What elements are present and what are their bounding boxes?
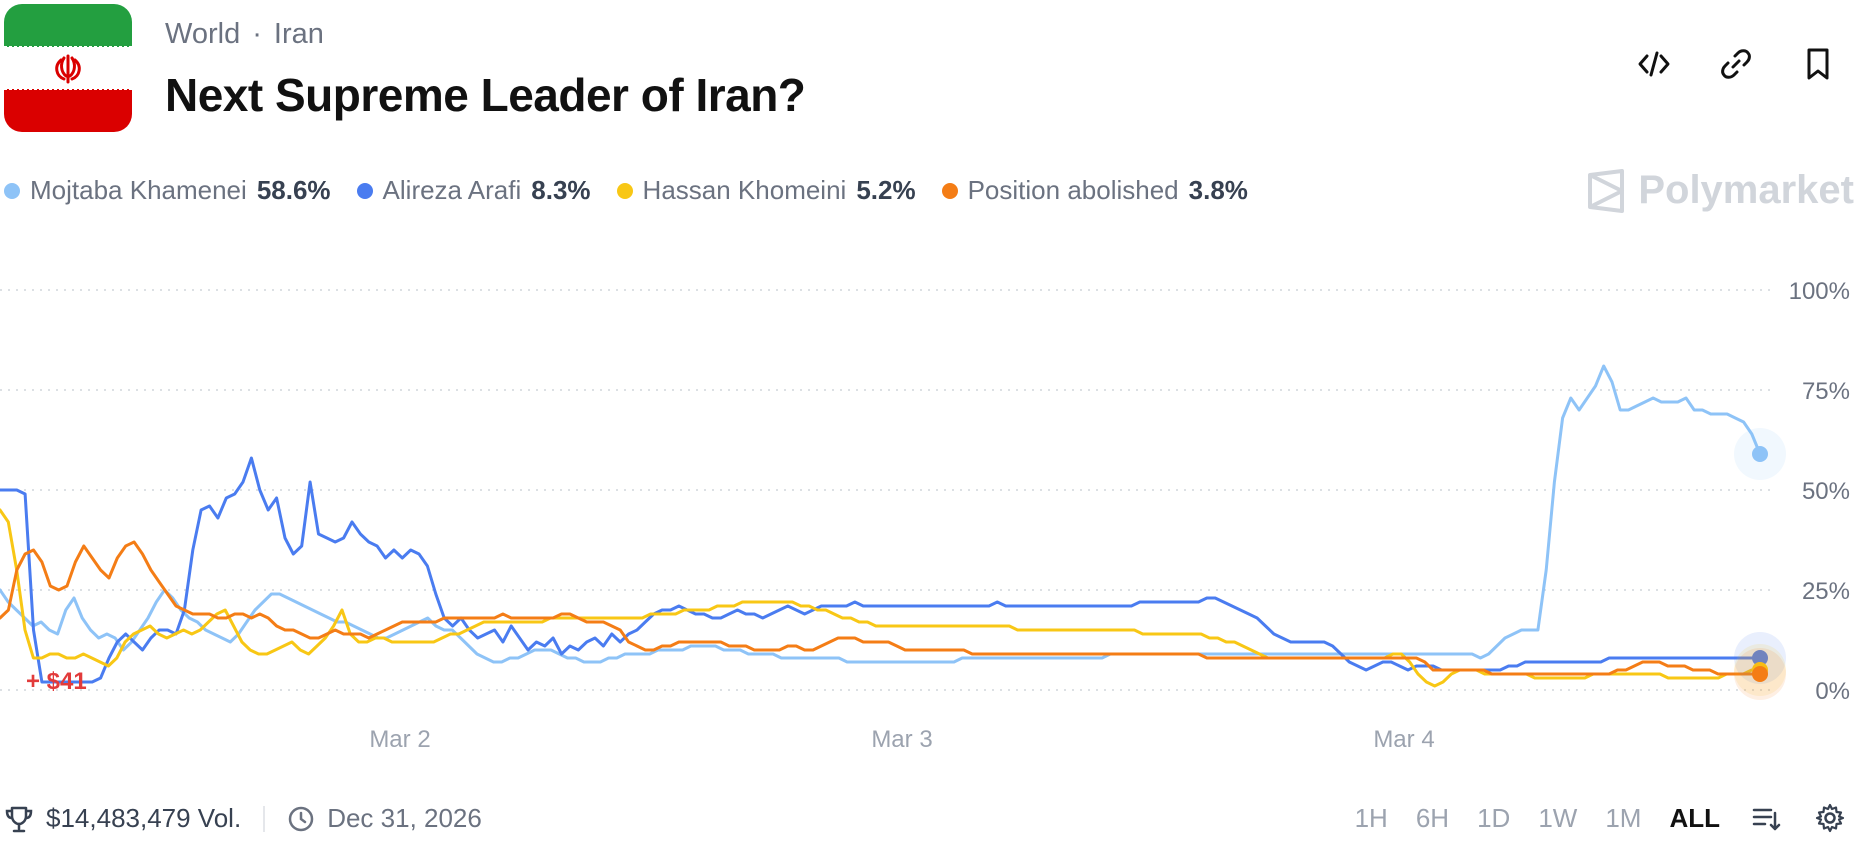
series-line [0,364,1762,664]
legend-item-hassan-khomeini[interactable]: Hassan Khomeini 5.2% [616,175,916,206]
legend-value: 5.2% [856,175,916,205]
volume-text: $14,483,479 Vol. [46,803,242,833]
legend-name: Position abolished [967,175,1179,205]
legend-dot [941,182,958,199]
polymarket-logo-icon [1588,168,1625,213]
series-end-marker[interactable] [1752,446,1768,462]
price-chart[interactable]: 100% 75% 50% 25% 0% Mar 2 Mar 3 Mar 4 + $41 [0,270,1856,770]
legend-dot [4,182,20,199]
pnl-label: + $41 [26,668,87,695]
legend-item-alireza-arafi[interactable]: Alireza Arafi 8.3% [356,175,591,206]
gear-icon [1815,803,1845,833]
breadcrumb: World · Iran [165,18,324,51]
y-tick-label: 100% [1789,278,1850,305]
series-end-marker[interactable] [1752,666,1768,682]
y-tick-label: 75% [1802,378,1850,405]
range-6h-button[interactable]: 6H [1415,802,1450,833]
range-1h-button[interactable]: 1H [1354,802,1388,833]
end-date-text: Dec 31, 2026 [327,803,482,833]
footer-divider [263,805,266,832]
legend-dot [616,182,633,199]
range-all-button[interactable]: ALL [1669,802,1720,833]
breadcrumb-world[interactable]: World [165,18,241,50]
legend-value: 3.8% [1188,175,1248,205]
chart-settings-button[interactable] [1812,800,1848,836]
bookmark-icon [1807,48,1829,80]
legend-value: 8.3% [531,175,591,205]
series-end-marker[interactable] [1752,650,1768,666]
clock-icon [288,806,314,831]
filter-list-icon [1752,808,1781,831]
range-1m-button[interactable]: 1M [1605,802,1642,833]
series-line [0,508,1762,688]
copy-link-button[interactable] [1718,46,1754,82]
range-1w-button[interactable]: 1W [1538,802,1578,833]
x-tick-label: Mar 3 [871,726,932,753]
market-footer: $14,483,479 Vol. Dec 31, 2026 [4,803,482,834]
x-tick-label: Mar 4 [1373,726,1434,753]
header-actions [1636,46,1836,82]
chart-type-button[interactable] [1748,800,1784,836]
page-title: Next Supreme Leader of Iran? [165,69,806,121]
chart-legend: Mojtaba Khamenei 58.6% Alireza Arafi 8.3… [4,175,1248,206]
bookmark-button[interactable] [1800,46,1836,82]
legend-item-mojtaba-khamenei[interactable]: Mojtaba Khamenei 58.6% [4,175,331,206]
x-tick-label: Mar 2 [369,726,430,753]
iran-flag-image [4,4,132,132]
legend-name: Hassan Khomeini [642,175,847,205]
y-tick-label: 25% [1802,578,1850,605]
breadcrumb-separator: · [252,18,262,50]
polymarket-watermark: Polymarket [1586,168,1854,213]
breadcrumb-iran[interactable]: Iran [273,18,324,50]
brand-label: Polymarket [1638,168,1854,212]
series-line [0,540,1762,676]
link-icon [1721,49,1751,79]
embed-icon [1638,51,1670,77]
y-tick-label: 0% [1815,678,1850,705]
y-tick-label: 50% [1802,478,1850,505]
embed-button[interactable] [1636,46,1672,82]
legend-name: Alireza Arafi [382,175,522,205]
legend-value: 58.6% [256,175,331,205]
range-1d-button[interactable]: 1D [1477,802,1511,833]
time-range-selector: 1H 6H 1D 1W 1M ALL [1355,800,1848,836]
trophy-icon [5,806,33,832]
legend-item-position-abolished[interactable]: Position abolished 3.8% [941,175,1248,206]
legend-name: Mojtaba Khamenei [30,175,247,205]
legend-dot [356,182,373,199]
